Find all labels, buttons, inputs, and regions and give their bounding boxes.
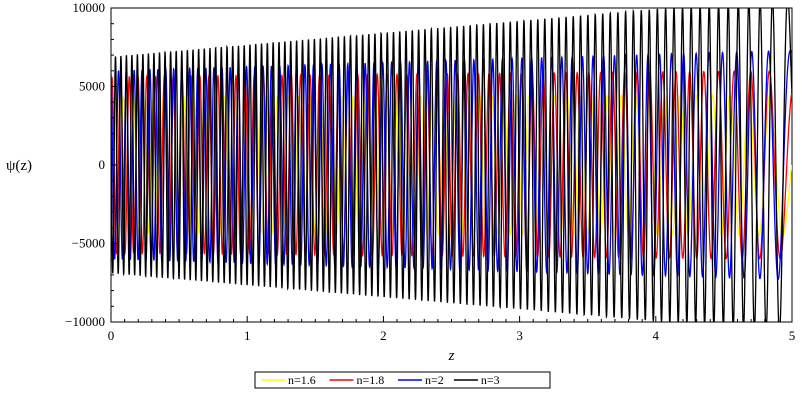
x-tick-label: 1 xyxy=(244,328,251,343)
x-tick-label: 0 xyxy=(108,328,115,343)
y-tick-label: 5000 xyxy=(79,79,105,94)
y-axis-label: ψ(z) xyxy=(6,158,32,174)
x-tick-label: 3 xyxy=(516,328,523,343)
legend-label: n=2 xyxy=(425,373,444,387)
legend-label: n=1.8 xyxy=(357,373,385,387)
y-tick-label: −5000 xyxy=(72,236,105,251)
x-tick-label: 2 xyxy=(380,328,387,343)
x-tick-label: 5 xyxy=(789,328,796,343)
axis-layer: 0 1 2 3 4 5 −10000 −5000 0 5000 10000 xyxy=(65,0,795,343)
legend-label: n=3 xyxy=(481,373,500,387)
series-layer xyxy=(111,8,792,322)
x-tick-label: 4 xyxy=(653,328,660,343)
legend-label: n=1.6 xyxy=(288,373,316,387)
y-tick-label: 10000 xyxy=(73,0,106,15)
legend: n=1.6 n=1.8 n=2 n=3 xyxy=(254,371,551,389)
x-axis-label: z xyxy=(448,348,455,364)
series-line-n-3 xyxy=(111,8,792,322)
y-tick-label: −10000 xyxy=(65,314,105,329)
y-tick-label: 0 xyxy=(99,157,106,172)
series-line-n-2 xyxy=(111,49,792,281)
